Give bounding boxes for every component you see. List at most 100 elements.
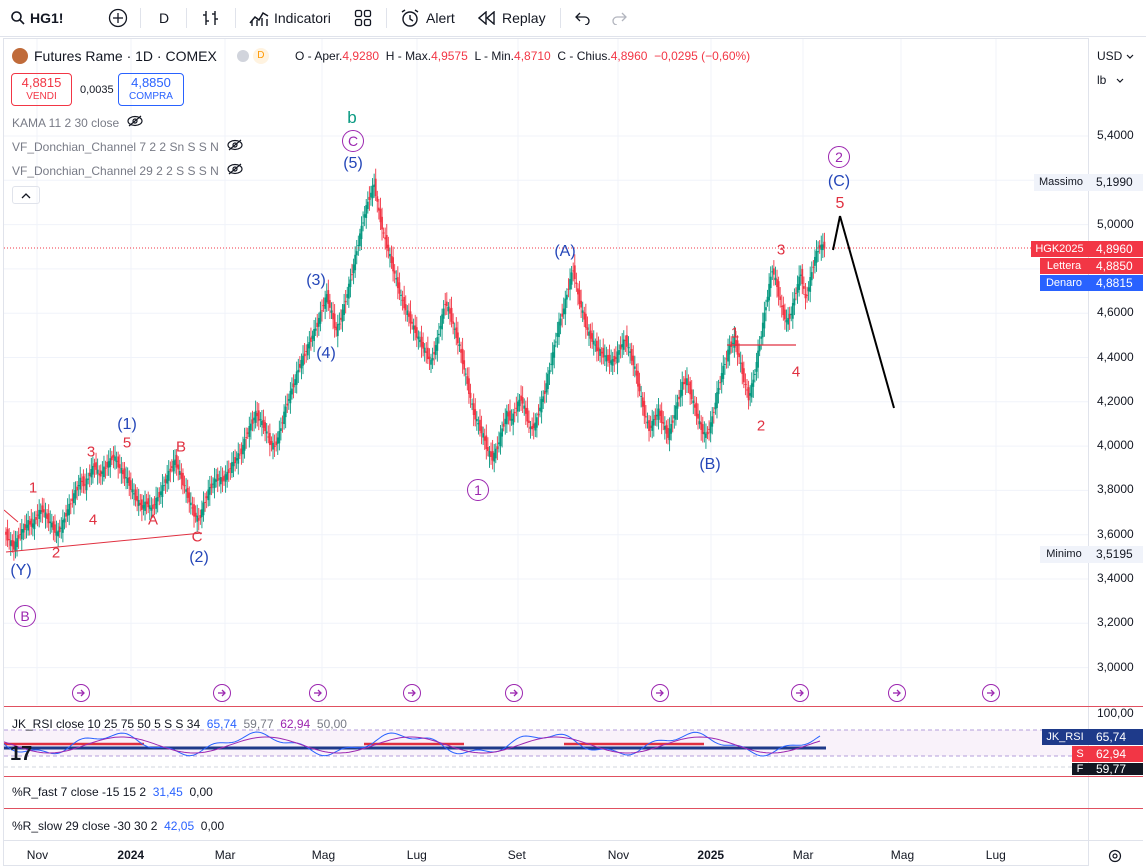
candle-body <box>352 264 355 274</box>
candle-body <box>496 446 499 450</box>
candle-body <box>68 503 71 516</box>
settings-button[interactable] <box>1108 849 1122 868</box>
price-chart[interactable] <box>4 39 1088 705</box>
candle-body <box>12 540 15 550</box>
candle-body <box>257 410 260 421</box>
candle-body <box>788 313 791 319</box>
candle-body <box>638 383 641 392</box>
candle-body <box>684 378 687 384</box>
time-tick: Set <box>507 848 526 862</box>
add-symbol-button[interactable] <box>108 0 128 36</box>
candle-body <box>347 283 350 299</box>
collapse-legend-button[interactable] <box>12 186 40 204</box>
candle-body <box>265 431 268 434</box>
candle-body <box>769 276 772 289</box>
event-marker-icon[interactable] <box>651 684 669 702</box>
unit-select[interactable]: lb <box>1097 73 1124 87</box>
candle-body <box>24 523 26 531</box>
candle-body <box>733 337 736 348</box>
rsi-axis-top: 100,00 <box>1097 706 1134 720</box>
candle-body <box>700 422 703 430</box>
candle-body <box>422 342 425 349</box>
indicator-kama[interactable]: KAMA 11 2 30 close <box>12 115 143 130</box>
candle-body <box>268 432 271 446</box>
candle-body <box>324 297 327 309</box>
candle-body <box>346 294 349 298</box>
candle-body <box>327 290 330 304</box>
alert-button[interactable]: Alert <box>400 0 455 36</box>
candle-body <box>469 392 472 398</box>
indicator-donchian-7[interactable]: VF_Donchian_Channel 7 2 2 Sn S S N <box>12 139 243 154</box>
candle-body <box>22 529 25 533</box>
candle-body <box>374 178 377 197</box>
bid-tag: 4,8815 <box>1088 275 1143 291</box>
candle-body <box>531 425 534 430</box>
symbol-search[interactable]: HG1! <box>10 0 63 36</box>
candle-body <box>814 256 816 266</box>
candle-body <box>426 347 429 360</box>
layouts-button[interactable] <box>354 0 372 36</box>
candle-body <box>332 312 334 320</box>
event-marker-icon[interactable] <box>505 684 523 702</box>
redo-button[interactable] <box>611 0 629 36</box>
event-marker-icon[interactable] <box>791 684 809 702</box>
candle-body <box>532 423 535 429</box>
candle-body <box>580 300 583 308</box>
candle-body <box>79 477 82 490</box>
candle-body <box>667 427 669 438</box>
wave-label: 2 <box>756 417 766 435</box>
legend-title-row: Futures Rame · 1D · COMEX D <box>12 48 269 64</box>
eye-hidden-icon[interactable] <box>127 115 143 130</box>
rsi-pane[interactable]: 17 <box>4 712 1088 776</box>
candle-body <box>194 512 197 517</box>
candle-body <box>438 333 440 336</box>
r-fast-legend: %R_fast 7 close -15 15 2 31,45 0,00 <box>12 785 213 799</box>
indicators-button[interactable]: Indicatori <box>249 0 331 36</box>
candle-body <box>262 419 265 428</box>
candle-body <box>88 472 91 477</box>
event-marker-icon[interactable] <box>72 684 90 702</box>
event-marker-icon[interactable] <box>888 684 906 702</box>
candle-body <box>46 514 48 519</box>
candle-body <box>682 382 685 385</box>
interval-button[interactable]: D <box>159 10 170 26</box>
candle-body <box>488 451 491 457</box>
event-marker-icon[interactable] <box>309 684 327 702</box>
candle-body <box>570 272 573 285</box>
eye-hidden-icon[interactable] <box>227 139 243 154</box>
candle-body <box>802 286 805 289</box>
currency-select[interactable]: USD <box>1097 49 1134 63</box>
price-tick: 4,6000 <box>1097 305 1134 320</box>
replay-button[interactable]: Replay <box>478 0 546 36</box>
compare-button[interactable] <box>202 0 220 36</box>
candle-body <box>174 459 176 466</box>
candle-body <box>335 326 338 331</box>
candle-body <box>575 282 578 284</box>
candle-body <box>554 341 557 343</box>
min-value: 3,5195 <box>1088 546 1143 563</box>
candle-body <box>720 373 723 383</box>
candle-body <box>565 294 568 300</box>
buy-button[interactable]: 4,8850 COMPRA <box>118 73 184 106</box>
candle-body <box>101 471 104 474</box>
undo-button[interactable] <box>573 0 591 36</box>
event-marker-icon[interactable] <box>403 684 421 702</box>
candle-body <box>771 271 774 273</box>
candle-body <box>668 428 671 441</box>
indicator-donchian-29[interactable]: VF_Donchian_Channel 29 2 2 S S S N <box>12 163 243 178</box>
candle-body <box>649 425 652 428</box>
candle-body <box>28 520 31 525</box>
candle-body <box>520 395 522 401</box>
candle-body <box>235 458 238 461</box>
candle-body <box>55 531 58 536</box>
candle-body <box>398 282 401 294</box>
candle-body <box>456 332 459 344</box>
event-marker-icon[interactable] <box>213 684 231 702</box>
candle-body <box>738 353 741 358</box>
sell-button[interactable]: 4,8815 VENDI <box>11 73 72 106</box>
event-marker-icon[interactable] <box>982 684 1000 702</box>
candle-body <box>755 361 758 372</box>
candle-body <box>325 294 328 303</box>
candle-body <box>155 497 157 509</box>
eye-hidden-icon[interactable] <box>227 163 243 178</box>
